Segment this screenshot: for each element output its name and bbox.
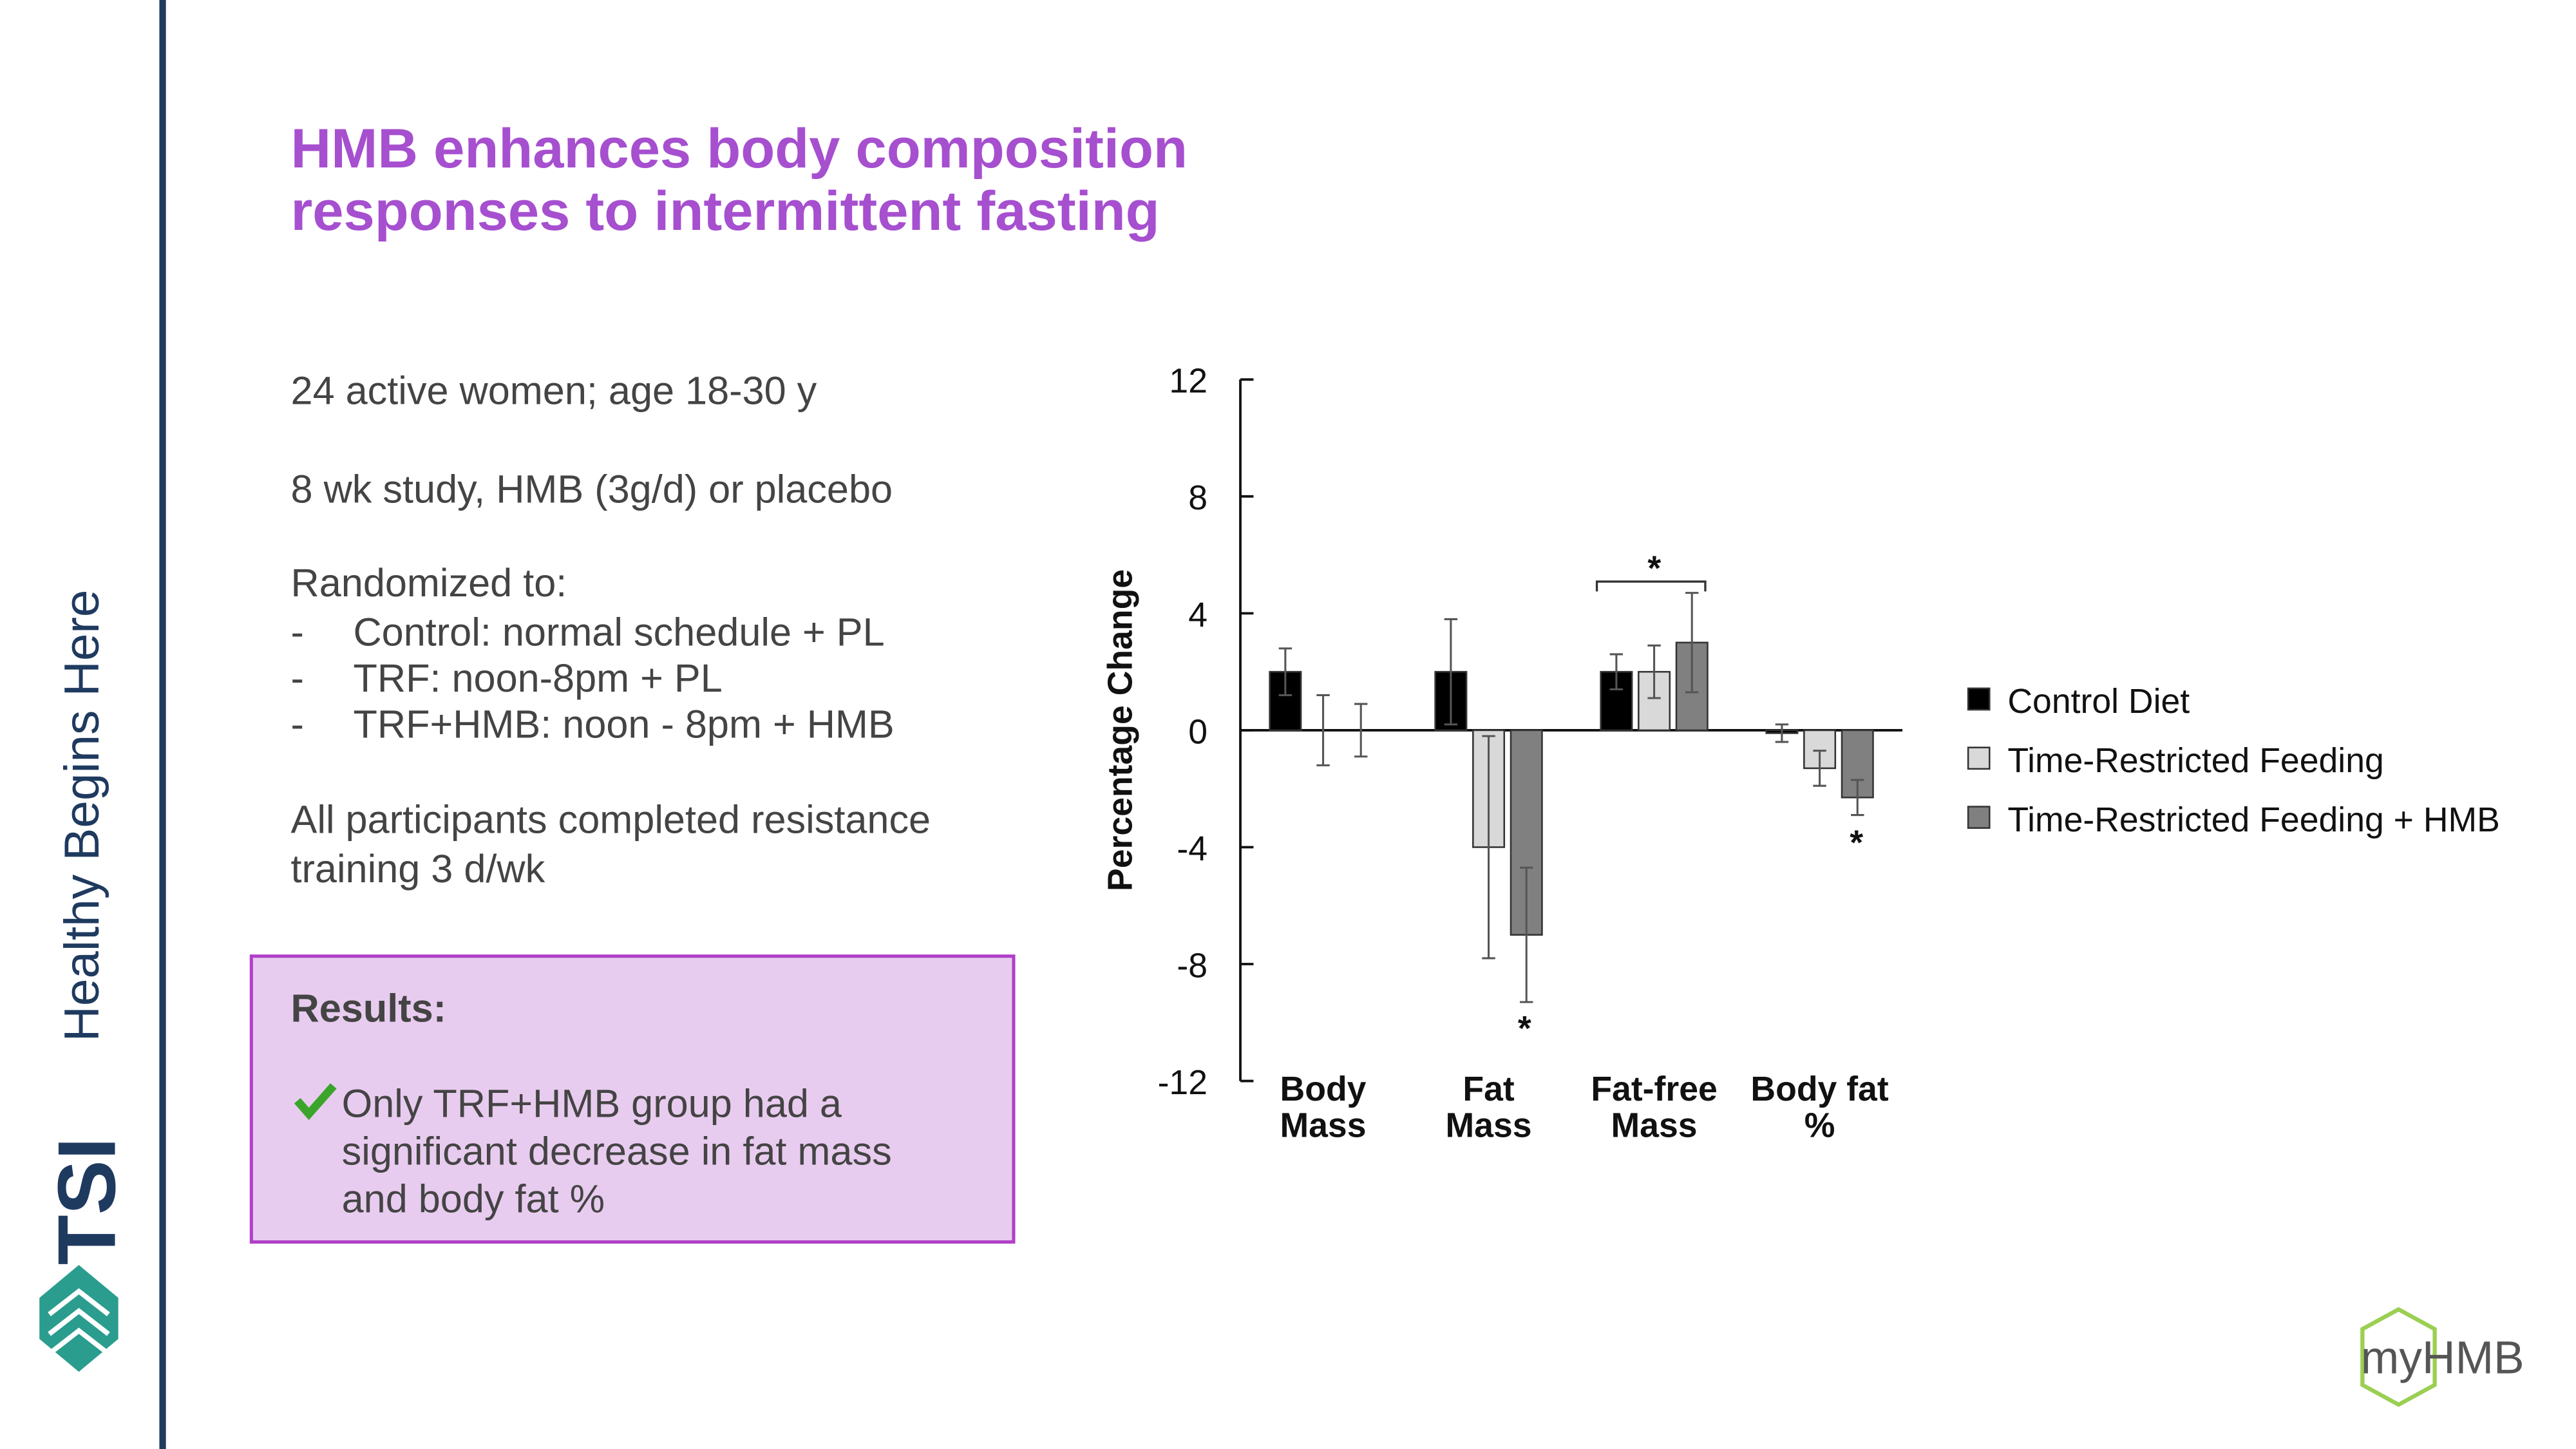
error-bar [1775, 723, 1789, 743]
significance-mark: * [1850, 824, 1863, 862]
x-tick-label: Mass [1611, 1106, 1698, 1144]
y-tick-label: 0 [1188, 713, 1208, 751]
sidebar-text: Healthy Begins Here [55, 590, 109, 1042]
y-tick-label: 4 [1188, 596, 1208, 634]
error-bar [1813, 750, 1826, 787]
brand-icon [39, 1265, 118, 1372]
results-title: Results: [291, 987, 447, 1030]
legend-label: Time-Restricted Feeding + HMB [2007, 801, 2500, 839]
error-bar [1482, 735, 1495, 960]
results-text: Only TRF+HMB group had a [342, 1082, 842, 1126]
y-tick-label: -4 [1177, 830, 1208, 868]
significance-bracket [1595, 580, 1707, 592]
error-bar [1851, 779, 1864, 817]
significance-mark: * [1518, 1010, 1531, 1048]
error-bar [1609, 653, 1624, 690]
bullet: - [291, 702, 304, 746]
error-bar [1520, 866, 1533, 1003]
body-text: training 3 d/wk [291, 847, 545, 891]
y-tick-label: -8 [1177, 947, 1208, 985]
error-bar [1685, 592, 1699, 694]
title: HMB enhances body composition [291, 117, 1188, 180]
brand: TSI [42, 1137, 133, 1265]
legend-swatch [1967, 687, 1991, 711]
error-bar [1444, 618, 1458, 726]
legend-label: Control Diet [2007, 683, 2190, 721]
sidebar-rule [159, 0, 166, 1449]
body-text: 24 active women; age 18-30 y [291, 369, 817, 413]
x-tick-label: Fat [1463, 1070, 1515, 1108]
results-text: and body fat % [342, 1177, 605, 1221]
x-tick-label: Body [1280, 1070, 1367, 1108]
logo-hex [2360, 1307, 2437, 1407]
legend-swatch [1967, 806, 1991, 829]
error-bar [1647, 644, 1661, 699]
y-tick-label: 12 [1169, 363, 1208, 401]
results-box [249, 954, 1016, 1244]
x-tick-label: Mass [1280, 1106, 1367, 1144]
significance-mark: * [1647, 550, 1661, 588]
bullet: - [291, 656, 304, 700]
results-text: significant decrease in fat mass [342, 1130, 892, 1173]
body-text: All participants completed resistance [291, 797, 931, 841]
x-tick-label: Body fat [1750, 1070, 1888, 1108]
x-tick-label: Fat-free [1591, 1070, 1717, 1108]
y-tick-label: -12 [1158, 1064, 1208, 1102]
y-tick-label: 8 [1188, 479, 1208, 517]
error-bar [1354, 703, 1368, 758]
title: responses to intermittent fasting [291, 180, 1160, 242]
x-tick-label: % [1804, 1106, 1835, 1144]
legend-swatch [1967, 746, 1991, 770]
group-text: TRF+HMB: noon - 8pm + HMB [353, 702, 894, 746]
body-text: Randomized to: [291, 561, 567, 605]
group-text: Control: normal schedule + PL [353, 611, 884, 654]
bullet: - [291, 611, 304, 654]
legend-label: Time-Restricted Feeding [2007, 742, 2383, 780]
x-tick-label: Mass [1446, 1106, 1532, 1144]
check-icon [294, 1083, 337, 1121]
error-bar [1278, 647, 1293, 696]
y-axis-label: Percentage Change [1102, 569, 1140, 891]
error-bar [1316, 694, 1330, 766]
group-text: TRF: noon-8pm + PL [353, 656, 722, 700]
logo: myHMB [2361, 1332, 2524, 1384]
body-text: 8 wk study, HMB (3g/d) or placebo [291, 468, 893, 511]
